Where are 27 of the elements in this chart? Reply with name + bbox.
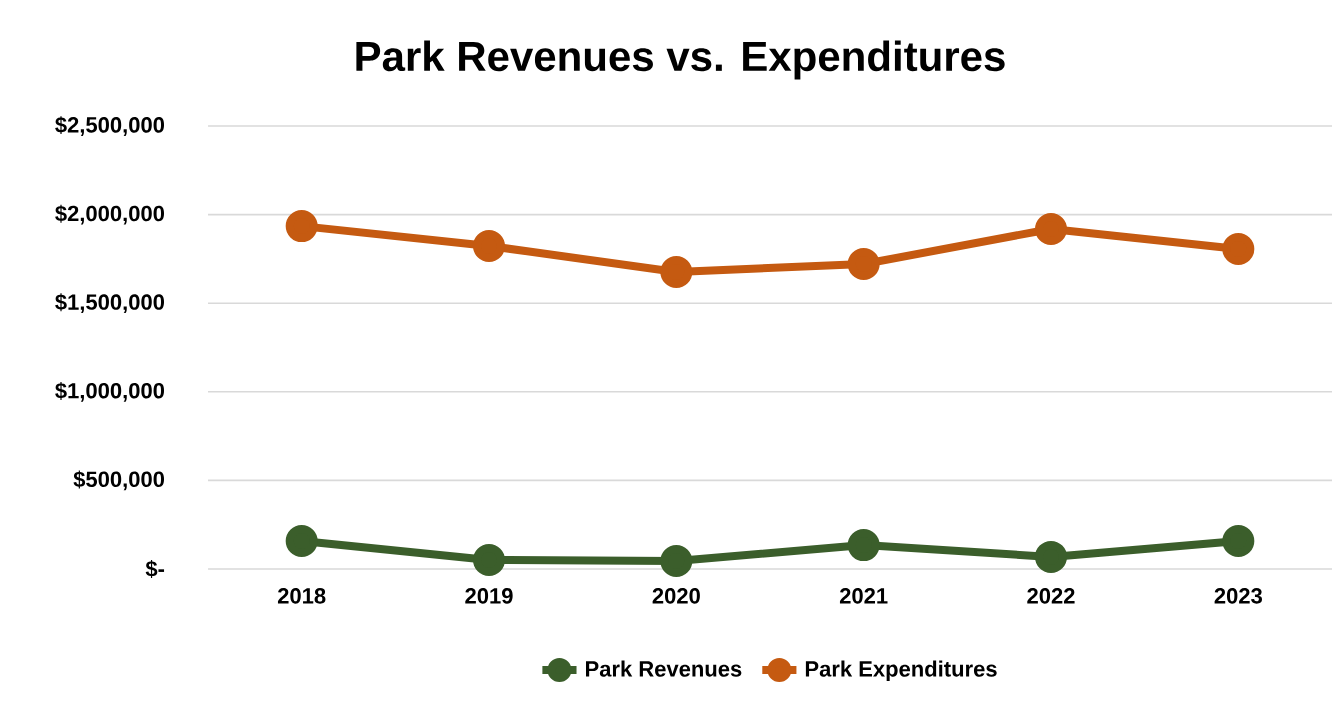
point: [660, 256, 693, 289]
x-tick-label: 2019: [465, 588, 513, 604]
point: [473, 229, 506, 262]
x-tick-label: 2023: [1214, 588, 1262, 604]
point: [847, 529, 880, 562]
point: [1035, 212, 1067, 245]
legend-label: Park Expenditures: [805, 660, 997, 681]
point: [1035, 540, 1067, 573]
y-tick-label: $-: [145, 560, 165, 578]
x-tick-label: 2018: [277, 588, 326, 604]
point: [847, 248, 880, 281]
y-tick-label: $2,000,000: [55, 204, 165, 225]
y-tick-label: $1,500,000: [55, 293, 165, 314]
point: [285, 210, 318, 243]
point: [1222, 524, 1255, 557]
point: [285, 524, 318, 557]
x-tick-label: 2020: [652, 588, 700, 604]
point: [473, 543, 506, 576]
y-tick-label: $2,500,000: [55, 116, 165, 136]
y-tick-label: $500,000: [73, 470, 165, 491]
x-tick-label: 2021: [839, 588, 888, 604]
point: [660, 545, 693, 578]
point: [1222, 232, 1255, 265]
x-tick-label: 2022: [1027, 588, 1075, 604]
legend-label: Park Revenues: [586, 660, 742, 677]
y-tick-label: $1,000,000: [55, 381, 165, 402]
chart-title: Park Revenues vs. Expenditures: [356, 40, 1005, 80]
